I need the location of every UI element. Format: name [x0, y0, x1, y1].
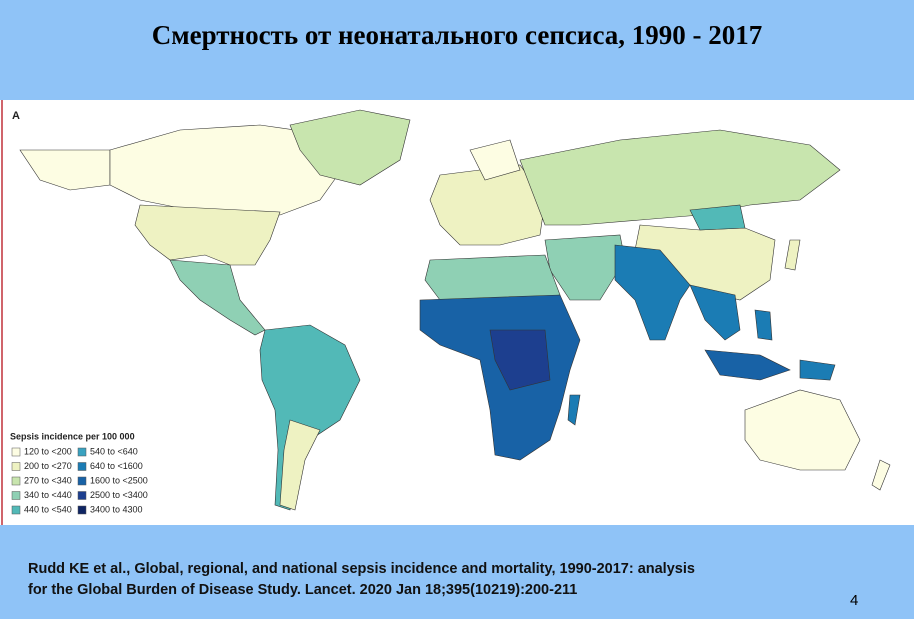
- legend: 120 to <200 200 to <270 270 to <340 340 to …: [11, 446, 148, 515]
- page-number: 4: [850, 592, 859, 609]
- legend-swatch: [77, 505, 87, 515]
- citation-line: Rudd KE et al., Global, regional, and na…: [28, 561, 695, 577]
- legend-label: 3400 to 4300: [90, 504, 143, 514]
- region: [19, 149, 111, 191]
- map-panel: A Sepsis in: [0, 100, 914, 525]
- region: [109, 124, 346, 216]
- citation-line: for the Global Burden of Disease Study. …: [28, 582, 578, 598]
- region: [689, 284, 741, 341]
- legend-swatch: [11, 491, 21, 500]
- legend-swatch: [77, 447, 87, 457]
- legend-swatch: [11, 447, 21, 457]
- legend-label: 540 to <640: [90, 446, 138, 456]
- slide-title: Смертность от неонатального сепсиса, 199…: [151, 20, 763, 50]
- legend-label: 1600 to <2500: [90, 475, 148, 485]
- legend-swatch: [11, 476, 21, 486]
- region: [424, 254, 561, 301]
- region: [689, 204, 746, 231]
- region: [799, 359, 836, 381]
- legend-swatch: [11, 462, 21, 471]
- legend-label: 2500 to <3400: [90, 490, 148, 500]
- legend-swatch: [11, 505, 21, 515]
- legend-label: 200 to <270: [24, 461, 72, 471]
- region: [754, 309, 773, 341]
- region: [519, 129, 841, 226]
- legend-label: 440 to <540: [24, 504, 72, 514]
- region: [567, 394, 581, 426]
- world-map: [19, 109, 891, 511]
- panel-label: A: [12, 110, 20, 122]
- region: [489, 329, 551, 391]
- legend-label: 120 to <200: [24, 446, 72, 456]
- region: [169, 259, 266, 336]
- legend-swatch: [77, 462, 87, 471]
- region: [744, 389, 861, 471]
- region: [614, 244, 691, 341]
- legend-label: 640 to <1600: [90, 461, 143, 471]
- region: [279, 419, 321, 511]
- legend-swatch: [77, 491, 87, 500]
- region: [134, 204, 281, 266]
- region: [289, 109, 411, 186]
- region: [784, 239, 801, 271]
- legend-swatch: [77, 476, 87, 486]
- legend-label: 270 to <340: [24, 475, 72, 485]
- region: [469, 139, 521, 181]
- region: [871, 459, 891, 491]
- legend-label: 340 to <440: [24, 490, 72, 500]
- legend-title: Sepsis incidence per 100 000: [10, 431, 135, 441]
- region: [704, 349, 791, 381]
